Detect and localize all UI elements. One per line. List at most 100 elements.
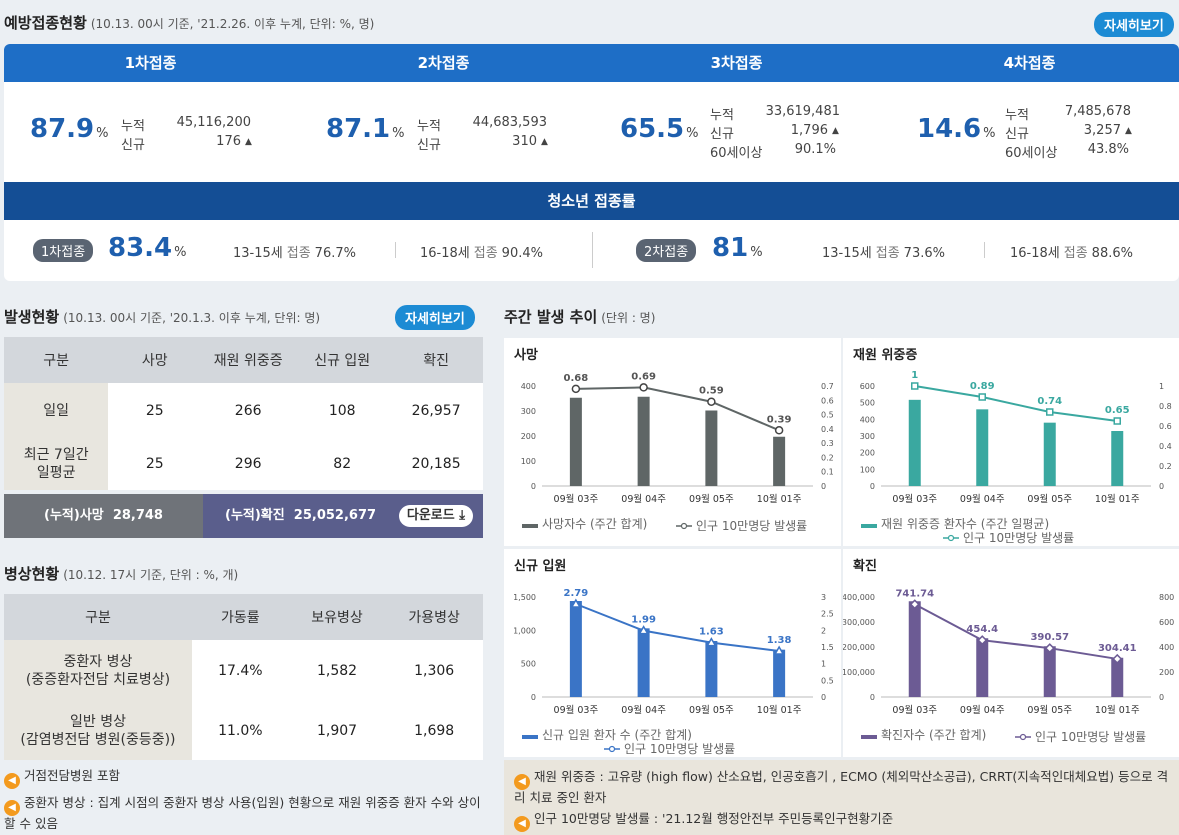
y2-tick-label: 0.5 [821, 411, 834, 420]
occurrence-title: 발생현황 (10.13. 00시 기준, '20.1.3. 이후 누계, 단위: … [4, 308, 321, 326]
bar [976, 409, 989, 486]
x-tick-label: 09월 04주 [621, 493, 666, 505]
vaccination-detail-button[interactable]: 자세히보기 [1094, 12, 1174, 37]
data-label: 0.69 [631, 371, 656, 382]
col-header: 구분 [4, 594, 192, 640]
dose-4-label: 4차접종 [1003, 54, 1056, 72]
y2-tick-label: 0 [821, 482, 826, 491]
dose-2-cum: 누적 44,683,593 [417, 115, 547, 134]
y2-tick-label: 0.1 [821, 468, 834, 477]
y2-tick-label: 0.2 [1159, 462, 1172, 471]
col-header: 가동률 [191, 594, 289, 640]
dose-2-label: 2차접종 [417, 54, 470, 72]
speaker-icon: ◀ [514, 774, 530, 790]
teen-first-16-18: 16-18세 접종 90.4% [420, 246, 543, 261]
teen-vaccination-title: 청소년 접종률 [4, 182, 1179, 220]
data-label: 0.74 [1037, 396, 1062, 407]
speaker-icon: ◀ [4, 773, 20, 789]
y-tick-label: 200,000 [843, 643, 875, 652]
bar [773, 436, 786, 486]
table-row: 최근 7일간 일평균 25 296 82 20,185 [4, 438, 483, 490]
up-arrow-icon: ▲ [541, 137, 548, 147]
y2-tick-label: 0.4 [821, 425, 834, 434]
rate-line [914, 385, 1118, 422]
dose-2-rate: 87.1% [326, 114, 405, 144]
data-label: 1.38 [767, 635, 792, 646]
rate-point [638, 625, 649, 635]
cell: 1,698 [385, 702, 483, 760]
rate-point [707, 397, 716, 406]
rate-line [575, 603, 780, 652]
weekly-note-1: ◀ 재원 위중증 : 고유량 (high flow) 산소요법, 인공호흡기 , … [514, 769, 1169, 805]
teen-second-13-15: 13-15세 접종 73.6% [822, 246, 945, 261]
bar [1111, 657, 1124, 697]
data-label: 741.74 [895, 588, 934, 599]
x-tick-label: 10월 01주 [757, 704, 802, 716]
hospitalization-chart: 0 500 1,000 1,500 0 0.5 1 1.5 2 2.5 3 09월 03주 09월 04… [513, 588, 834, 756]
y2-tick-label: 0 [1159, 693, 1164, 702]
up-arrow-icon: ▲ [245, 137, 252, 147]
legend-label: 인구 10만명당 발생률 [1035, 730, 1146, 744]
bar [1111, 431, 1124, 486]
cumulative-bar: (누적)사망 28,748 (누적)확진 25,052,677 다운로드 ⤓ [4, 494, 483, 538]
legend-label: 인구 10만명당 발생률 [696, 519, 807, 533]
rate-point [978, 393, 986, 401]
dose-4-cum: 누적 7,485,678 [1005, 104, 1131, 123]
x-tick-label: 09월 05주 [689, 704, 734, 716]
confirmed-chart: 0 100,000 200,000 300,000 400,000 0 200 400 600 8… [842, 588, 1174, 744]
occurrence-detail-button[interactable]: 자세히보기 [395, 305, 475, 330]
bar [705, 641, 718, 697]
rate-point [639, 383, 648, 392]
x-tick-label: 09월 03주 [892, 704, 937, 716]
y-tick-label: 100 [521, 457, 536, 466]
bar [637, 628, 650, 697]
rate-point [773, 645, 785, 655]
legend-label: 인구 10만명당 발생률 [963, 531, 1074, 545]
legend-bar-swatch [522, 524, 538, 528]
beds-note-2: ◀ 중환자 병상 : 집계 시점의 중환자 병상 사용(입원) 현황으로 재원 위… [4, 795, 481, 831]
cell: 266 [201, 383, 296, 438]
dose-1-label: 1차접종 [124, 54, 177, 72]
y2-tick-label: 200 [1159, 668, 1174, 677]
dose-4-rate: 14.6% [917, 114, 996, 144]
x-tick-label: 09월 04주 [621, 704, 666, 716]
y2-tick-label: 0.3 [821, 439, 834, 448]
vaccination-dose-header: 1차접종 2차접종 3차접종 4차접종 [4, 44, 1179, 82]
bar [1043, 422, 1056, 486]
chart-panel: 신규 입원 0 500 1,000 1,500 0 0.5 1 1.5 2 2.5 3 09월 03주… [504, 549, 841, 757]
y-tick-label: 600 [860, 382, 875, 391]
chart-title: 신규 입원 [514, 559, 567, 574]
legend-bar-swatch [522, 735, 538, 739]
dose-4-column: 14.6% 누적 7,485,678 신규 3,257 ▲ 60세이상 43.8% [883, 82, 1176, 182]
teen-first-badge: 1차접종 [33, 239, 94, 262]
bar [1043, 646, 1056, 697]
row-label: 최근 7일간 일평균 [4, 438, 109, 490]
icu-chart: 0 100 200 300 400 500 600 0 0.2 0.4 0.6 0.8 1 09월 03주… [860, 370, 1172, 545]
dose-3-rate: 65.5% [620, 114, 699, 144]
cell: 82 [295, 438, 390, 490]
teen-second-rate: 81% [712, 233, 763, 263]
dose-3-cum: 누적 33,619,481 [710, 104, 840, 123]
download-button[interactable]: 다운로드 ⤓ [398, 505, 473, 527]
col-header: 가용병상 [385, 594, 483, 640]
cell: 1,582 [288, 640, 386, 702]
weekly-notes: ◀ 재원 위중증 : 고유량 (high flow) 산소요법, 인공호흡기 , … [504, 760, 1179, 835]
x-tick-label: 09월 05주 [1027, 704, 1072, 716]
x-tick-label: 09월 04주 [960, 704, 1005, 716]
dose-1-new: 신규 176 ▲ [121, 134, 252, 153]
y-tick-label: 300 [521, 407, 536, 416]
col-header: 사망 [108, 337, 202, 383]
weekly-note-2: ◀ 인구 10만명당 발생률 : '21.12월 행정안전부 주민등록인구현황기준 [514, 811, 1169, 832]
y2-tick-label: 3 [821, 593, 826, 602]
col-header: 확진 [389, 337, 483, 383]
row-label: 일일 [4, 383, 109, 438]
data-label: 390.57 [1030, 632, 1069, 643]
rate-point [1112, 653, 1123, 665]
x-tick-label: 10월 01주 [1095, 704, 1140, 716]
dose-4-new: 신규 3,257 ▲ [1005, 123, 1132, 142]
rate-line [575, 386, 780, 432]
col-header: 보유병상 [288, 594, 386, 640]
data-label: 1 [911, 370, 918, 381]
x-tick-label: 09월 03주 [554, 704, 599, 716]
data-label: 0.65 [1105, 405, 1130, 416]
